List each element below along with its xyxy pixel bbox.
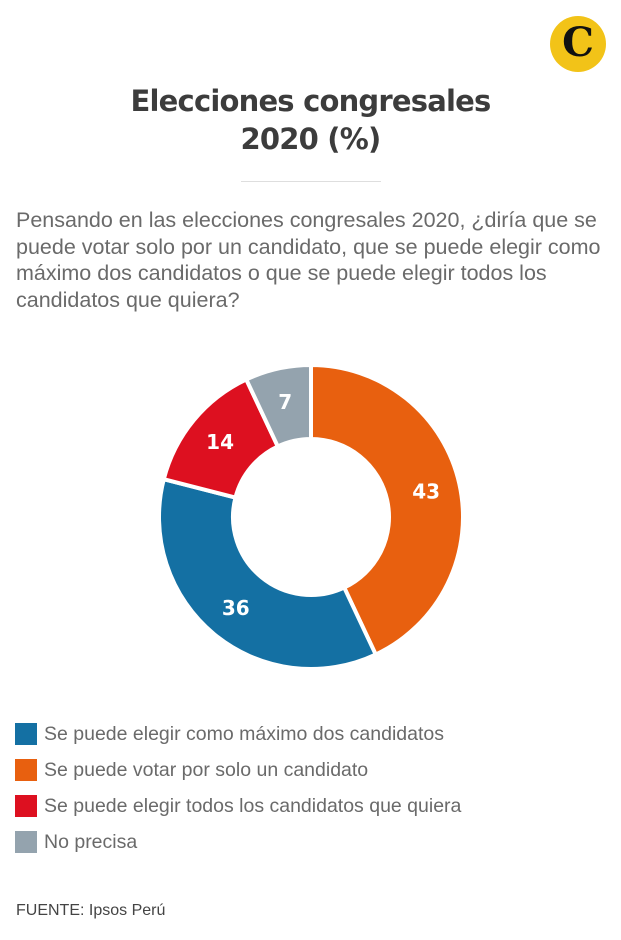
- donut-labels: 43 36 14 7: [206, 390, 440, 620]
- title-divider: [241, 181, 381, 182]
- legend-item: Se puede elegir todos los candidatos que…: [15, 788, 461, 824]
- brand-logo: C: [550, 16, 606, 72]
- legend-label: Se puede elegir como máximo dos candidat…: [44, 722, 444, 745]
- source-note: FUENTE: Ipsos Perú: [16, 902, 166, 919]
- legend-label: Se puede votar por solo un candidato: [44, 758, 369, 781]
- legend-label: No precisa: [44, 830, 138, 853]
- donut-slice: [157, 476, 379, 671]
- legend-label: Se puede elegir todos los candidatos que…: [44, 794, 462, 817]
- legend-item: Se puede elegir como máximo dos candidat…: [15, 716, 461, 752]
- legend: Se puede elegir como máximo dos candidat…: [15, 716, 461, 860]
- donut-slice: [243, 362, 313, 450]
- slice-value-label: 43: [412, 479, 440, 503]
- legend-item: Se puede votar por solo un candidato: [15, 752, 461, 788]
- legend-swatch: [15, 723, 37, 745]
- logo-letter: C: [562, 19, 594, 66]
- title-line-1: Elecciones congresales: [130, 84, 492, 118]
- title-line-2: 2020 (%): [240, 122, 382, 156]
- donut-slice: [309, 362, 465, 658]
- donut-slices: [157, 362, 465, 671]
- slice-value-label: 14: [206, 430, 234, 454]
- legend-swatch: [15, 795, 37, 817]
- slice-value-label: 7: [278, 390, 292, 414]
- legend-item: No precisa: [15, 824, 461, 860]
- slice-value-label: 36: [222, 596, 250, 620]
- legend-swatch: [15, 831, 37, 853]
- legend-swatch: [15, 759, 37, 781]
- survey-question: Pensando en las elecciones congresales 2…: [16, 208, 601, 312]
- chart-title: Elecciones congresales 2020 (%): [0, 82, 621, 158]
- donut-chart: 43 36 14 7: [157, 362, 465, 671]
